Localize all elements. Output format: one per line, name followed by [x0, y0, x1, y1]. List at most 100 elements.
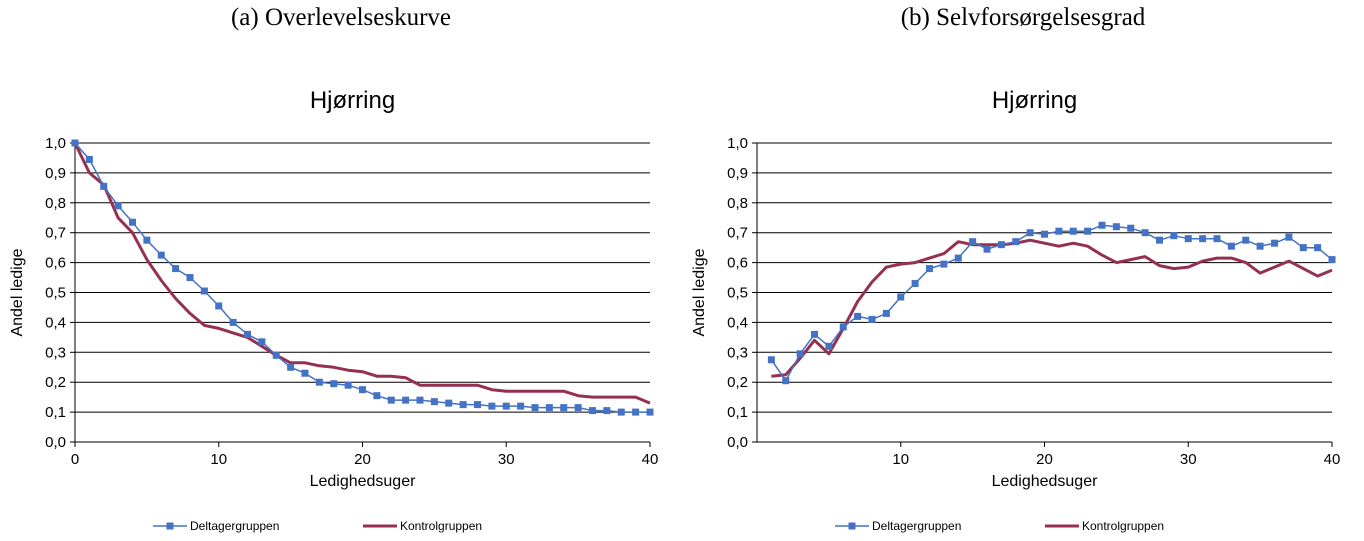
data-point-deltagergruppen [1314, 244, 1322, 252]
data-point-deltagergruppen [502, 402, 510, 410]
data-point-deltagergruppen [344, 381, 352, 389]
data-point-deltagergruppen [373, 392, 381, 400]
data-point-deltagergruppen [1112, 223, 1120, 231]
data-point-deltagergruppen [617, 408, 625, 416]
data-point-deltagergruppen [143, 236, 151, 244]
data-point-deltagergruppen [1084, 227, 1092, 235]
panel-caption-a: (a) Overlevelseskurve [230, 4, 452, 31]
data-point-deltagergruppen [839, 323, 847, 331]
y-tick-label: 0,7 [727, 225, 748, 242]
data-point-deltagergruppen [868, 315, 876, 323]
data-point-deltagergruppen [911, 280, 919, 288]
data-point-deltagergruppen [445, 399, 453, 407]
x-tick-label: 20 [1036, 451, 1053, 468]
y-tick-label: 0,2 [45, 374, 66, 391]
data-point-deltagergruppen [272, 351, 280, 359]
data-point-deltagergruppen [969, 238, 977, 246]
x-tick-label: 10 [892, 451, 909, 468]
data-point-deltagergruppen [416, 396, 424, 404]
data-point-deltagergruppen [1026, 229, 1034, 237]
legend-marker-deltagergruppen [166, 522, 174, 530]
data-point-deltagergruppen [545, 404, 553, 412]
data-point-deltagergruppen [1199, 235, 1207, 243]
data-point-deltagergruppen [387, 396, 395, 404]
data-point-deltagergruppen [287, 363, 295, 371]
data-point-deltagergruppen [402, 396, 410, 404]
legend-label-deltagergruppen: Deltagergruppen [190, 519, 279, 533]
data-point-deltagergruppen [1227, 242, 1235, 250]
y-tick-label: 0,0 [727, 434, 748, 451]
data-point-deltagergruppen [71, 139, 79, 147]
data-point-deltagergruppen [359, 386, 366, 394]
data-point-deltagergruppen [782, 377, 790, 385]
y-tick-label: 0,1 [45, 404, 66, 421]
data-point-deltagergruppen [632, 408, 640, 416]
data-point-deltagergruppen [1041, 230, 1048, 238]
data-point-deltagergruppen [1156, 236, 1163, 244]
y-tick-label: 0,9 [45, 165, 66, 182]
data-point-deltagergruppen [1170, 232, 1178, 240]
data-point-deltagergruppen [186, 274, 194, 282]
data-point-deltagergruppen [574, 404, 582, 412]
data-point-deltagergruppen [1098, 221, 1106, 229]
data-point-deltagergruppen [1055, 227, 1063, 235]
data-point-deltagergruppen [488, 402, 496, 410]
y-tick-label: 0,2 [727, 374, 748, 391]
data-point-deltagergruppen [897, 293, 905, 301]
data-point-deltagergruppen [1285, 233, 1293, 241]
data-point-deltagergruppen [129, 218, 136, 226]
y-tick-label: 0,6 [727, 255, 748, 272]
data-point-deltagergruppen [825, 342, 833, 350]
data-point-deltagergruppen [474, 401, 481, 409]
y-tick-label: 0,9 [727, 165, 748, 182]
x-axis-label: Ledighedsuger [992, 473, 1099, 490]
data-point-deltagergruppen [430, 398, 438, 406]
data-point-deltagergruppen [926, 265, 933, 273]
data-point-deltagergruppen [229, 318, 237, 326]
data-point-deltagergruppen [589, 407, 596, 415]
x-tick-label: 10 [210, 451, 227, 468]
data-point-deltagergruppen [244, 330, 251, 338]
data-point-deltagergruppen [114, 202, 122, 210]
series-line-kontrolgruppen [73, 142, 651, 405]
data-point-deltagergruppen [854, 312, 862, 320]
data-point-deltagergruppen [1256, 242, 1264, 250]
data-point-deltagergruppen [517, 402, 525, 410]
y-tick-label: 0,4 [45, 314, 66, 331]
data-point-deltagergruppen [258, 338, 266, 346]
panel-caption-b: (b) Selvforsørgelsesgrad [900, 4, 1146, 31]
series-line-kontrolgruppen [771, 238, 1333, 378]
y-tick-label: 0,3 [45, 344, 66, 361]
y-tick-label: 0,0 [45, 434, 66, 451]
data-point-deltagergruppen [767, 356, 775, 364]
x-tick-label: 30 [498, 451, 515, 468]
y-axis-label: Andel ledige [9, 248, 26, 336]
data-point-deltagergruppen [215, 302, 223, 310]
data-point-deltagergruppen [172, 265, 180, 273]
y-tick-label: 0,5 [45, 285, 66, 302]
y-tick-label: 0,3 [727, 344, 748, 361]
data-point-deltagergruppen [1141, 229, 1149, 237]
x-tick-label: 30 [1180, 451, 1197, 468]
x-tick-label: 20 [354, 451, 371, 468]
x-axis-label: Ledighedsuger [310, 473, 417, 490]
data-point-deltagergruppen [811, 330, 818, 338]
y-tick-label: 0,8 [727, 195, 748, 212]
data-point-deltagergruppen [997, 241, 1005, 249]
data-point-deltagergruppen [100, 182, 108, 190]
data-point-deltagergruppen [85, 155, 93, 163]
data-point-deltagergruppen [1299, 244, 1307, 252]
self-sufficiency-chart: Hjørring 0,0 0,1 0,2 0,3 0,4 0,5 0,6 0,7 0,8 0,9 1,… [691, 87, 1341, 533]
x-tick-label: 40 [642, 451, 659, 468]
x-tick-label: 0 [71, 451, 79, 468]
y-axis-label: Andel ledige [691, 248, 708, 336]
data-point-deltagergruppen [940, 260, 948, 268]
data-point-deltagergruppen [157, 251, 165, 259]
y-tick-label: 0,5 [727, 285, 748, 302]
y-tick-label: 0,8 [45, 195, 66, 212]
legend-label-kontrolgruppen: Kontrolgruppen [400, 519, 482, 533]
x-tick-label: 40 [1324, 451, 1341, 468]
data-point-deltagergruppen [330, 380, 338, 388]
y-tick-label: 0,7 [45, 225, 66, 242]
data-point-deltagergruppen [796, 350, 804, 358]
